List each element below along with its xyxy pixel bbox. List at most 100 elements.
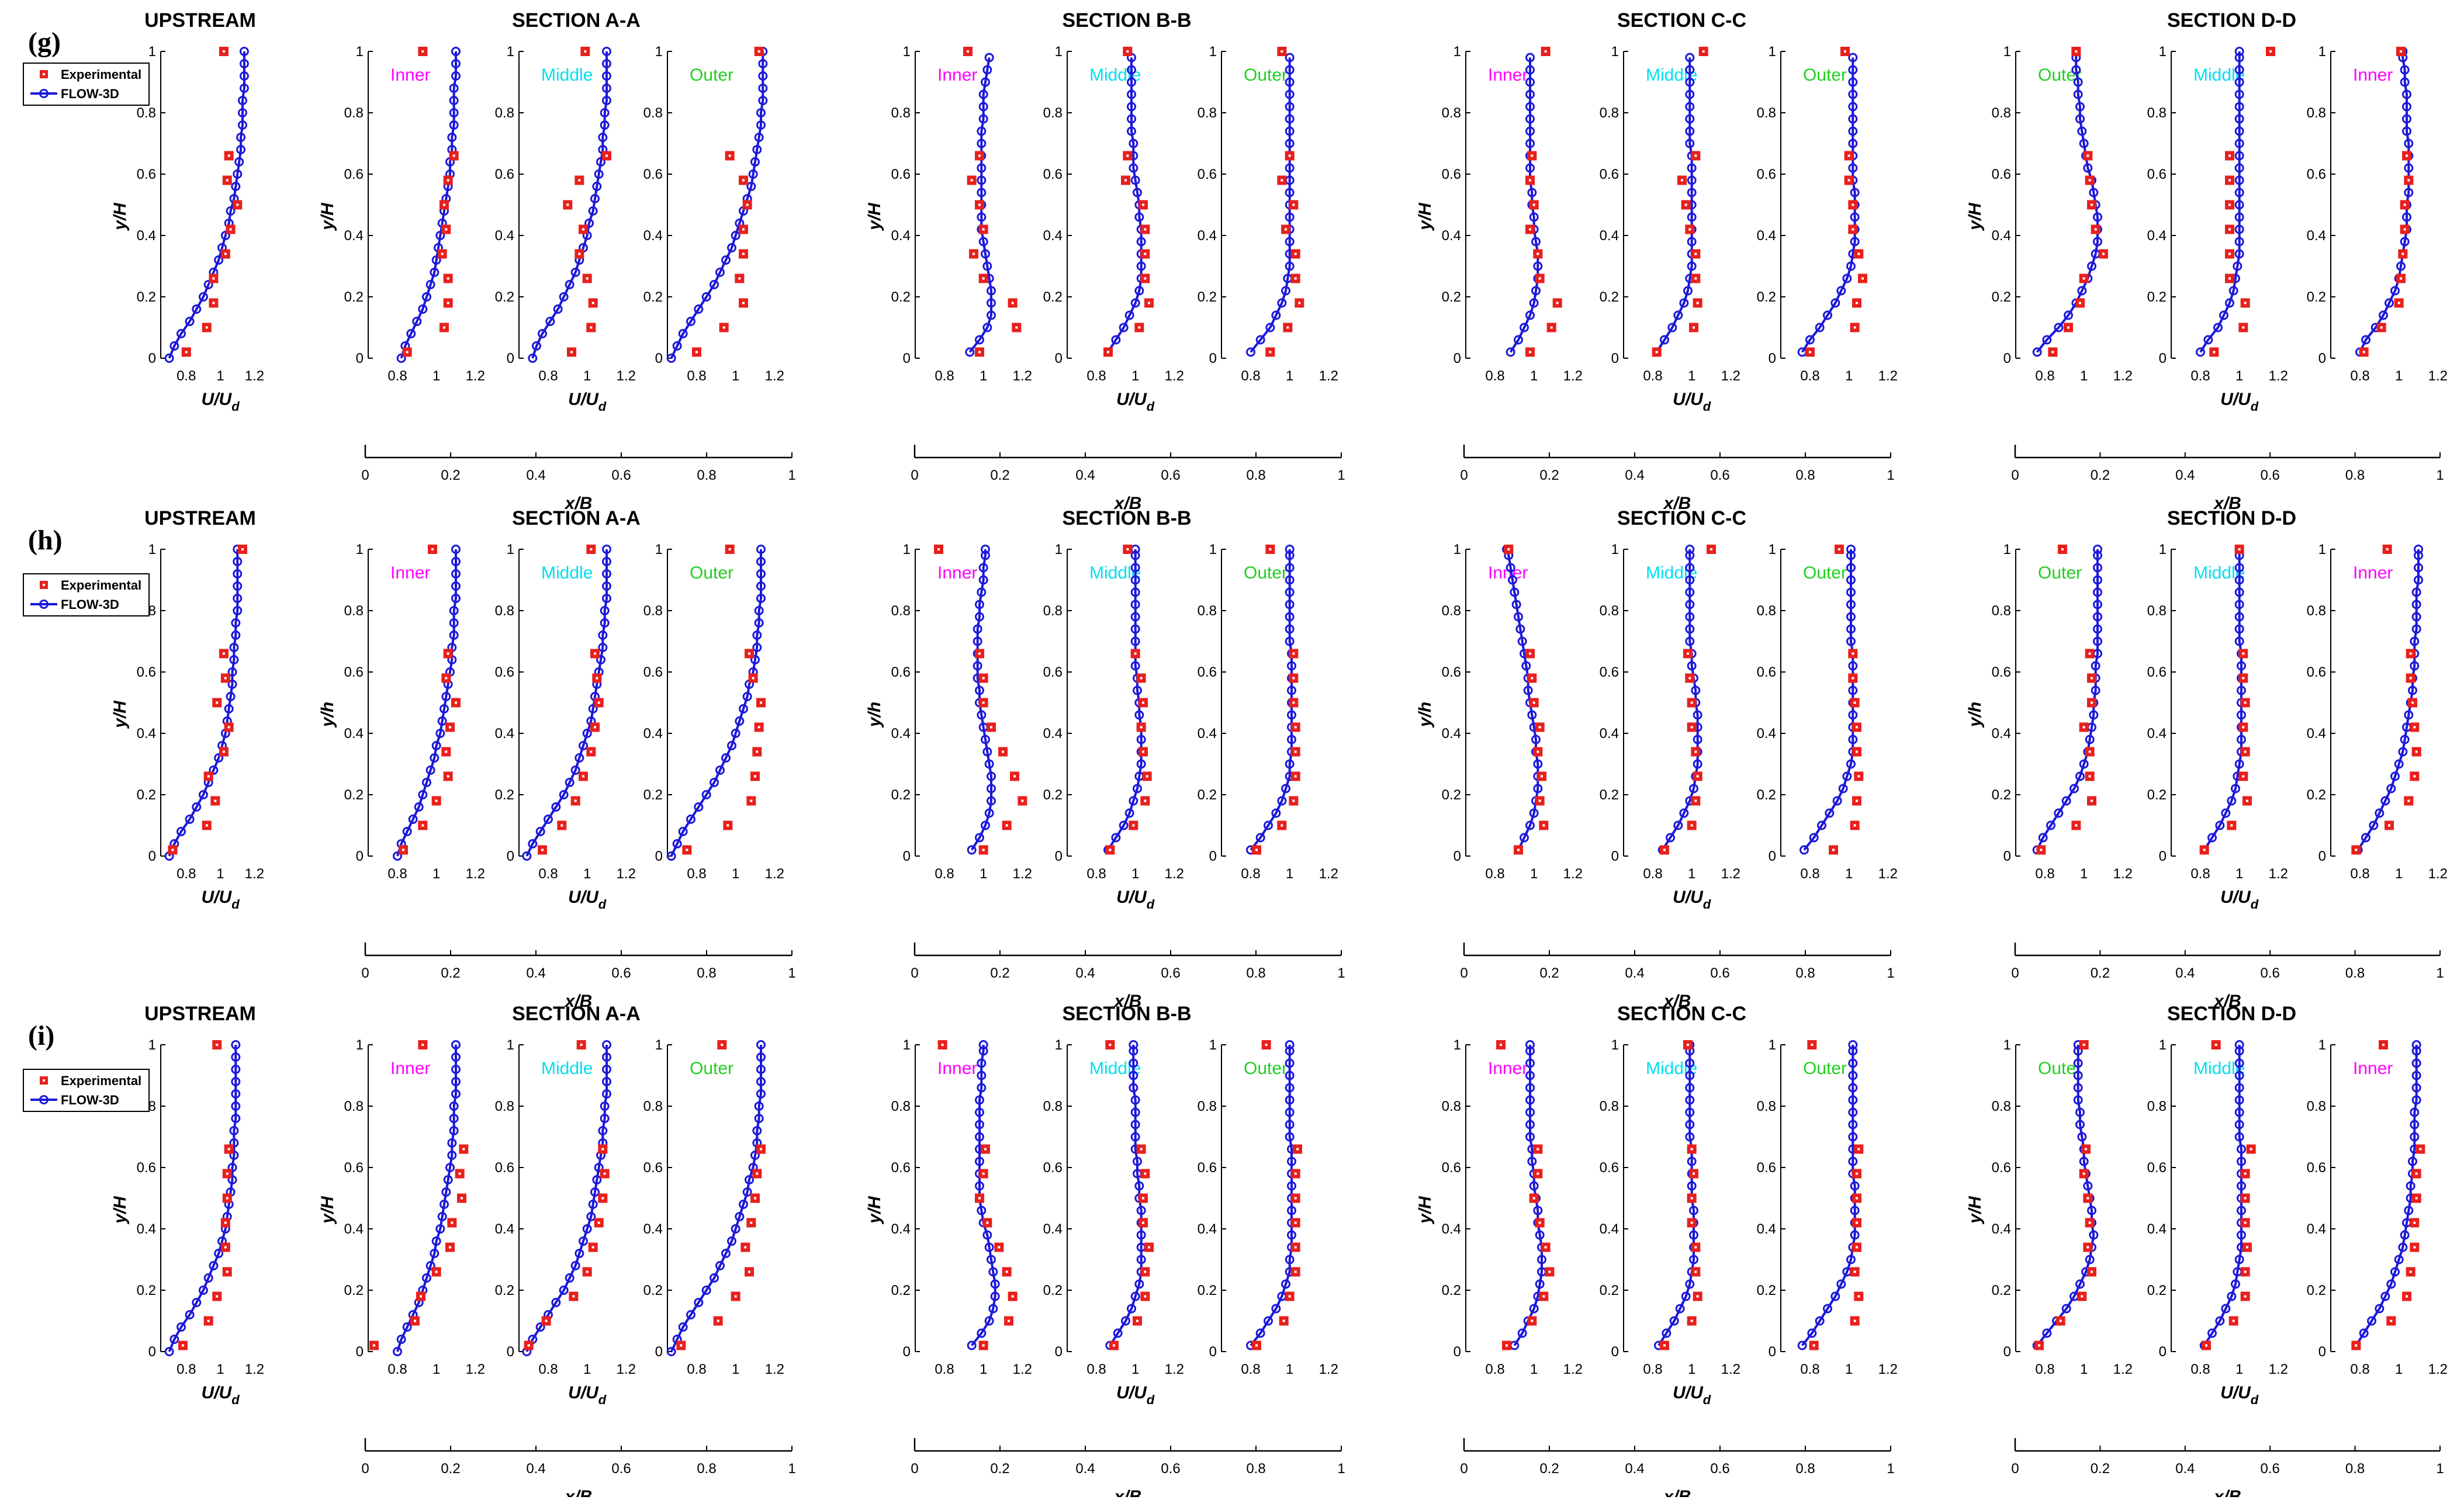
experimental-point-center [722,326,725,329]
experimental-point-center [2244,302,2247,304]
flow3d-point [594,169,604,179]
subplot: 00.20.40.60.810.811.2y/HU/Ud [110,1037,264,1407]
flow3d-point [559,1286,569,1295]
flow3d-point [1687,237,1697,247]
group-title: UPSTREAM [144,9,256,32]
experimental-point-center [1500,1044,1502,1046]
experimental-point-center [1690,1148,1693,1151]
y-tick-label: 0.4 [891,1221,911,1237]
y-tick-label: 0.8 [1757,603,1776,619]
y-tick-label: 0.6 [1992,664,2011,680]
y-tick-label: 0.8 [344,105,364,121]
experimental-point-center [451,1221,454,1224]
flow3d-line [1662,549,1699,851]
flow3d-point [451,59,461,68]
flow3d-point [2361,335,2370,345]
y-tick-label: 1 [1611,1037,1619,1053]
flow3d-line [2199,51,2241,353]
experimental-point-center [586,277,589,280]
experimental-point-center [1693,1172,1695,1175]
flow3d-point [2093,624,2102,634]
flow3d-point [672,341,682,351]
y-tick-label: 0.6 [1757,664,1776,680]
group-title: SECTION B-B [1063,507,1192,529]
flow3d-point [2237,1156,2246,1166]
experimental-point-center [545,1319,548,1322]
flow3d-point [977,188,987,198]
x-tick-label: 0.8 [538,368,558,384]
x-tick-label: 1.2 [1013,866,1032,882]
experimental-point-center [578,179,581,182]
y-tick-label: 0.4 [495,726,514,742]
flow3d-point [1685,575,1695,585]
flow3d-point [1285,1046,1295,1056]
flow3d-point [2234,1058,2244,1068]
experimental-point-center [1294,1172,1297,1175]
flow3d-point [965,347,975,357]
y-tick-label: 0.4 [643,228,663,244]
position-label: Inner [937,65,977,85]
legend-experimental-marker-center [43,1079,45,1082]
experimental-point-center [222,652,225,655]
flow3d-point [602,59,611,68]
experimental-point-center [2246,1246,2248,1249]
y-tick-label: 0.8 [344,603,364,619]
experimental-point-center [2085,1148,2087,1151]
x-tick-label: 0.8 [2190,866,2210,882]
flow3d-point [977,1328,987,1338]
xb-tick-label: 0.6 [611,965,631,981]
flow3d-point [239,71,249,81]
flow3d-point [978,1046,988,1056]
experimental-point-center [1694,154,1697,157]
flow3d-point [449,606,459,615]
xb-tick-label: 0.6 [1161,467,1180,483]
flow3d-point [1848,1132,1858,1142]
flow3d-point [1687,1156,1697,1166]
flow3d-point [600,1101,610,1111]
y-tick-label: 0 [356,848,364,864]
experimental-point-center [1853,824,1856,827]
experimental-point-center [1285,228,1287,231]
position-label: Outer [1244,1059,1288,1078]
flow3d-point [1685,1279,1695,1289]
group-section-a-a: SECTION A-A00.20.40.60.810.8 1 1.2y/HInner… [318,9,796,513]
experimental-point-center [455,701,457,704]
flow3d-point [2234,563,2244,573]
xb-tick-label: 0.8 [697,467,716,483]
flow3d-point [551,802,561,812]
flow3d-point [1285,759,1295,769]
xb-tick-label: 0 [2011,965,2019,981]
x-tick-label: 1 [216,1362,224,1377]
x-tick-label: 1.2 [1319,368,1338,384]
xb-tick-label: 0 [2011,467,2019,483]
flow3d-point [1850,188,1860,198]
flow3d-point [975,833,984,843]
flow3d-point [977,710,987,720]
y-tick-label: 0.6 [495,167,514,182]
flow3d-point [600,108,610,117]
flow3d-point [437,1212,447,1221]
flow3d-point [1130,587,1140,597]
experimental-point-center [967,50,969,53]
flow3d-point [2231,1279,2240,1289]
flow3d-point [1129,1083,1138,1093]
y-tick-label: 0.2 [2147,787,2167,803]
xb-tick-label: 0 [911,965,918,981]
flow3d-point [2093,545,2102,554]
experimental-point-center [2205,1344,2207,1347]
flow3d-point [2237,661,2246,671]
flow3d-point [987,771,996,781]
flow3d-point [735,716,745,726]
position-label: Middle [541,65,593,85]
xb-axis-label: x/B [1663,992,1691,1011]
flow3d-point [214,1249,224,1258]
flow3d-point [1689,1230,1698,1240]
flow3d-point [2079,759,2089,769]
flow3d-point [1130,1107,1140,1117]
flow3d-point [1535,1230,1545,1240]
flow3d-point [1285,1071,1295,1080]
y-tick-label: 0 [1209,1344,1217,1360]
